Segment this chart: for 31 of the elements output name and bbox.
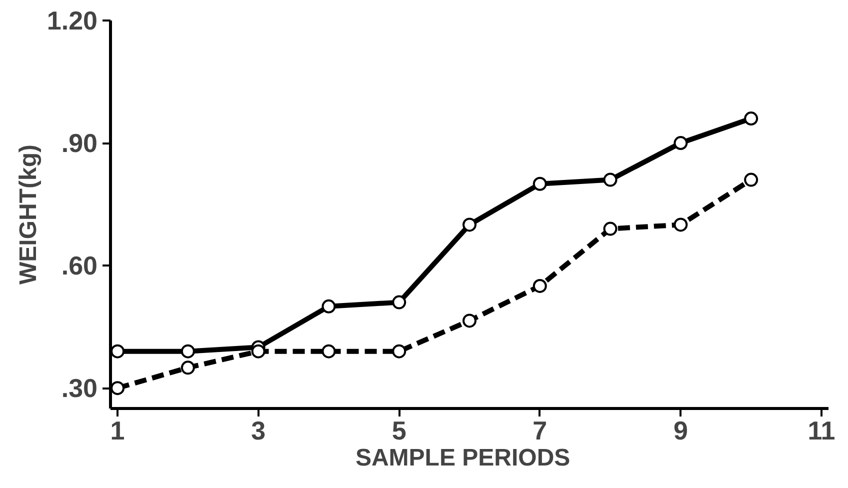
y-tick-label: .60 — [61, 250, 98, 281]
y-tick-label: .30 — [61, 373, 98, 404]
point — [110, 381, 125, 396]
point — [251, 344, 266, 358]
point — [392, 295, 406, 310]
x-tick-label: 7 — [532, 416, 548, 446]
x-tick-label: 1 — [110, 416, 125, 446]
point — [180, 344, 195, 358]
point — [462, 314, 476, 328]
point — [603, 222, 618, 236]
point — [532, 176, 547, 191]
x-tick-label: 5 — [392, 416, 406, 446]
point — [744, 172, 758, 187]
point — [180, 360, 195, 375]
point — [603, 172, 618, 187]
y-tick-label: 1.20 — [46, 6, 98, 36]
point — [532, 278, 547, 293]
point — [674, 136, 688, 150]
point — [392, 344, 406, 358]
x-tick-label: 11 — [808, 416, 836, 446]
point — [322, 299, 336, 314]
y-tick-label: .90 — [61, 128, 98, 158]
point — [322, 344, 336, 358]
point — [462, 218, 476, 232]
x-tick-label: 9 — [673, 416, 688, 446]
point — [744, 112, 758, 126]
y-axis-title: WEIGHT(kg) — [14, 144, 42, 284]
x-axis-title: SAMPLE PERIODS — [355, 444, 570, 472]
point — [674, 218, 688, 232]
point — [110, 344, 125, 358]
x-tick-label: 3 — [251, 416, 266, 446]
